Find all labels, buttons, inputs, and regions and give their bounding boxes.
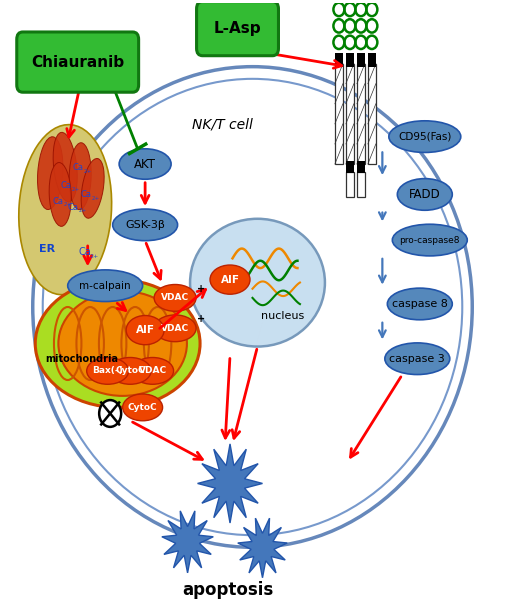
Bar — [368, 64, 376, 164]
Text: ER: ER — [39, 244, 55, 254]
FancyBboxPatch shape — [196, 2, 278, 56]
Text: caspase 3: caspase 3 — [389, 354, 445, 363]
Text: VDAC: VDAC — [161, 324, 189, 333]
Ellipse shape — [68, 270, 142, 301]
Ellipse shape — [81, 158, 104, 218]
FancyBboxPatch shape — [17, 32, 139, 92]
Ellipse shape — [37, 137, 63, 209]
Text: AKT: AKT — [134, 158, 156, 171]
Ellipse shape — [387, 288, 452, 320]
Text: nucleus: nucleus — [261, 311, 304, 321]
Ellipse shape — [385, 343, 450, 375]
Text: Ca: Ca — [80, 190, 91, 200]
Ellipse shape — [132, 357, 174, 384]
Circle shape — [99, 400, 121, 427]
Ellipse shape — [397, 179, 452, 210]
Text: Chiauranib: Chiauranib — [31, 55, 124, 69]
Text: L-Asp: L-Asp — [214, 21, 261, 36]
Bar — [335, 64, 343, 164]
Polygon shape — [162, 511, 213, 573]
Bar — [335, 53, 343, 67]
Ellipse shape — [210, 265, 250, 294]
Ellipse shape — [123, 394, 163, 421]
Polygon shape — [238, 518, 287, 578]
Text: CytoC: CytoC — [128, 403, 158, 412]
Bar — [357, 172, 365, 198]
Bar — [368, 53, 376, 67]
Text: Ca: Ca — [73, 163, 84, 172]
Bar — [346, 53, 354, 67]
Text: VDAC: VDAC — [138, 367, 167, 375]
Ellipse shape — [126, 316, 164, 344]
Ellipse shape — [119, 149, 171, 179]
Text: VDAC: VDAC — [161, 293, 189, 302]
Text: apoptosis: apoptosis — [182, 581, 273, 599]
Ellipse shape — [190, 219, 325, 346]
Ellipse shape — [113, 209, 178, 241]
Text: mitochondria: mitochondria — [45, 354, 118, 363]
Text: 2+: 2+ — [79, 208, 87, 213]
Text: 2+: 2+ — [84, 168, 92, 174]
Bar — [357, 53, 365, 67]
Ellipse shape — [69, 142, 91, 209]
Text: caspase 8: caspase 8 — [392, 299, 448, 309]
Text: 2+: 2+ — [91, 196, 99, 201]
Text: FADD: FADD — [409, 188, 441, 201]
Text: +: + — [196, 284, 205, 293]
Text: CD95(Fas): CD95(Fas) — [398, 131, 451, 142]
Bar — [346, 172, 354, 198]
Text: pro-caspase8: pro-caspase8 — [399, 236, 460, 244]
Text: AIF: AIF — [221, 274, 239, 285]
Text: NK/T cell: NK/T cell — [192, 117, 253, 131]
Bar — [357, 64, 365, 164]
Text: Ca: Ca — [68, 203, 79, 212]
Text: 2+: 2+ — [71, 187, 79, 192]
Text: GSK-3β: GSK-3β — [125, 220, 165, 230]
Ellipse shape — [392, 224, 467, 256]
Text: +: + — [196, 314, 205, 324]
Text: 2+: 2+ — [90, 254, 99, 258]
Text: Ca: Ca — [60, 181, 71, 190]
Ellipse shape — [87, 357, 129, 384]
Ellipse shape — [49, 163, 71, 227]
Text: 2+: 2+ — [64, 202, 72, 207]
Ellipse shape — [19, 125, 112, 295]
Text: m-calpain: m-calpain — [79, 281, 131, 290]
Ellipse shape — [154, 284, 196, 311]
Ellipse shape — [389, 121, 461, 152]
Ellipse shape — [109, 357, 151, 384]
Ellipse shape — [35, 279, 200, 408]
Text: CytoC: CytoC — [115, 367, 145, 375]
Ellipse shape — [154, 315, 196, 341]
Bar — [346, 161, 354, 173]
Text: Ca: Ca — [53, 196, 64, 206]
Bar — [346, 64, 354, 164]
Text: AIF: AIF — [136, 325, 155, 335]
Polygon shape — [197, 444, 263, 523]
Ellipse shape — [53, 133, 77, 202]
Ellipse shape — [59, 291, 187, 396]
Bar — [357, 161, 365, 173]
Text: Bax(-): Bax(-) — [92, 367, 123, 375]
Text: Ca: Ca — [79, 247, 91, 257]
